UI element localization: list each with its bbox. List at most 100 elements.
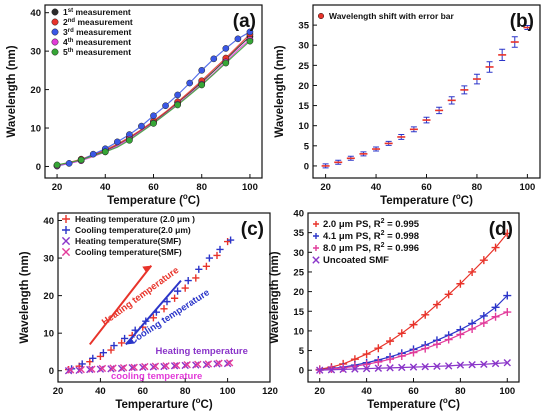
heating-arrow	[89, 264, 153, 346]
series-4-point	[339, 365, 347, 374]
x-tick-label: 100	[519, 182, 535, 193]
legend-marker	[51, 38, 59, 46]
y-tick-label: 40	[43, 216, 54, 227]
y-tick-label: 40	[293, 209, 304, 220]
series-4-point	[362, 364, 371, 373]
series-3-point	[117, 364, 126, 373]
series-3-point	[246, 28, 254, 36]
x-tick-label: 40	[95, 386, 106, 397]
y-tick-label: 10	[30, 124, 41, 135]
legend-entry: Cooling temperature(2.0 μm)	[75, 225, 191, 235]
series-3-point	[64, 367, 73, 375]
y-axis-label: Wavelength (nm)	[274, 45, 286, 137]
series-1-point	[160, 305, 168, 313]
series-3-point	[210, 55, 218, 63]
series-4-point	[194, 360, 202, 369]
series-4-point	[172, 361, 181, 370]
x-tick-label: 100	[220, 386, 236, 397]
series-2-point	[121, 334, 129, 343]
series-5-point	[246, 37, 254, 45]
series-1-point	[202, 262, 210, 270]
series-4-point	[444, 362, 453, 370]
y-tick-label: 35	[298, 21, 309, 32]
series-3-point	[362, 360, 371, 369]
series-3-point	[456, 330, 465, 339]
y-axis-label: Wavelength (nm)	[269, 251, 281, 343]
series-5-point	[53, 161, 61, 169]
x-tick-label: 60	[138, 386, 149, 397]
legend-marker	[62, 226, 70, 234]
series-4-point	[491, 359, 500, 368]
series-5-fit-line	[56, 40, 251, 166]
series-5-point	[198, 81, 206, 89]
x-tick-label: 20	[53, 386, 64, 397]
heating-smf-annotation: Heating temperature	[156, 346, 248, 357]
series-3-point	[374, 357, 383, 366]
y-axis-label: Wavelength (nm)	[6, 45, 18, 137]
y-tick-label: 10	[298, 121, 309, 132]
series-2-point	[89, 354, 97, 362]
x-tick-label: 100	[499, 386, 515, 397]
series-4-point	[151, 362, 160, 370]
x-tick-label: 80	[455, 386, 466, 397]
series-3-point	[223, 359, 232, 368]
series-1-point	[171, 294, 179, 302]
legend-entry: 1st measurement	[63, 7, 131, 17]
series-1-point	[491, 243, 500, 252]
plot-frame	[57, 212, 271, 383]
y-tick-label: 10	[293, 326, 304, 337]
series-3-point	[86, 365, 94, 374]
legend-entry: 4th measurement	[63, 37, 131, 47]
y-tick-label: 30	[298, 41, 309, 52]
series-3-point	[444, 335, 453, 344]
series-4-point	[433, 362, 441, 370]
series-4-point	[225, 359, 234, 367]
series-3-point	[181, 361, 189, 370]
legend-entry: Heating temperature(SMF)	[75, 236, 181, 246]
series-3-point	[202, 361, 211, 369]
legend-marker	[51, 48, 59, 56]
y-tick-label: 25	[298, 61, 309, 72]
series-1-point	[118, 339, 126, 347]
legend-entry: 4.1 μm PS, R2 = 0.998	[323, 230, 419, 242]
y-tick-label: 30	[30, 47, 41, 58]
x-tick-label: 100	[242, 182, 258, 193]
cooling-arrowhead	[125, 337, 135, 345]
x-axis-label: Temperature (oC)	[380, 192, 473, 207]
series-3-point	[397, 352, 406, 361]
series-4-point	[204, 360, 213, 368]
series-4-point	[327, 366, 336, 374]
x-axis-label: Temperarture (oC)	[115, 396, 213, 411]
series-5-point	[126, 136, 133, 144]
series-4-point	[480, 360, 488, 369]
legend-marker	[51, 18, 59, 26]
y-tick-label: 20	[298, 81, 309, 92]
series-4-point	[386, 364, 394, 372]
series-1-point	[107, 346, 115, 354]
panel-label: (c)	[241, 219, 264, 240]
series-1-point	[192, 274, 200, 282]
series-4-point	[215, 359, 223, 367]
series-1-point	[432, 300, 441, 309]
series-4-point	[109, 364, 117, 372]
series-2-point	[227, 236, 235, 244]
series-1-point	[421, 310, 430, 319]
series-3-point	[75, 366, 83, 375]
series-3-point	[421, 344, 430, 353]
series-1-point	[386, 337, 395, 346]
legend-entry: Wavelength shift with error bar	[329, 11, 455, 21]
series-3-point	[107, 365, 115, 373]
panel-c: 20 40 60 80 100 120 0 10 20 30 40 Temperarture (oC)…	[19, 212, 278, 411]
series-4-point	[503, 359, 511, 367]
series-5-point	[150, 120, 157, 127]
legend-marker	[51, 8, 59, 16]
series-3-point	[139, 363, 147, 372]
y-tick-label: 35	[293, 228, 304, 239]
series-3-point	[138, 122, 145, 130]
series-4-point	[456, 361, 465, 369]
y-axis-label: Wavelength (nm)	[19, 251, 31, 343]
series-2-point	[479, 311, 488, 320]
series-4-point	[316, 366, 324, 374]
x-tick-label: 80	[472, 182, 483, 193]
